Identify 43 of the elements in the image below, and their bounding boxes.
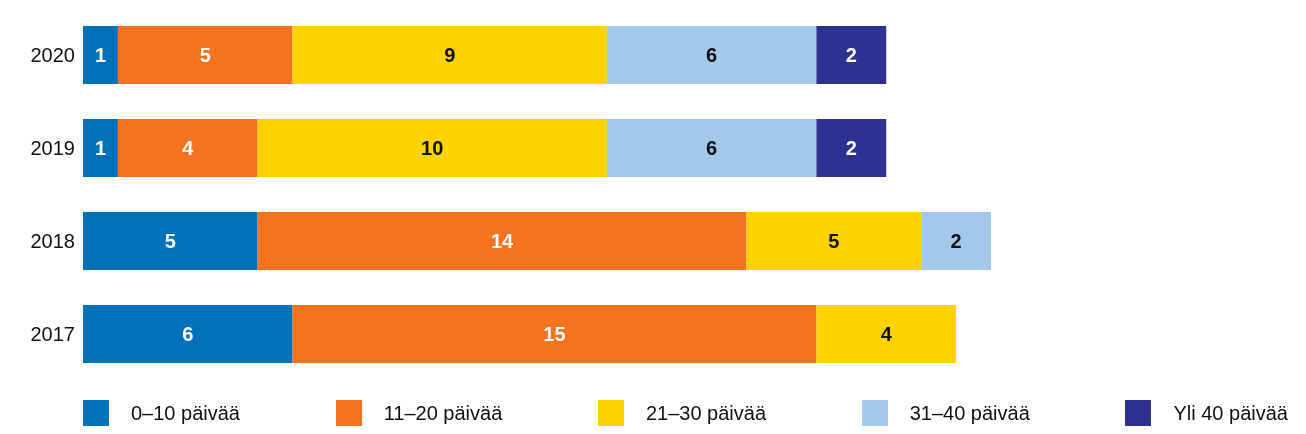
data-label: 6 xyxy=(706,44,718,66)
bar xyxy=(117,119,258,177)
bar xyxy=(257,119,607,177)
data-label: 2 xyxy=(950,230,962,252)
data-label: 10 xyxy=(421,137,444,159)
data-label: 5 xyxy=(164,230,176,252)
bar xyxy=(606,119,817,177)
y-tick-label: 2020 xyxy=(30,43,75,66)
legend-label: 11–20 päivää xyxy=(383,401,503,425)
y-tick-label: 2018 xyxy=(30,229,75,252)
bar xyxy=(83,212,258,270)
bar xyxy=(816,119,887,177)
bar xyxy=(746,212,922,270)
data-label: 4 xyxy=(182,137,195,159)
bar xyxy=(816,305,957,363)
data-label: 6 xyxy=(182,323,194,345)
bar xyxy=(292,26,607,84)
data-label: 5 xyxy=(199,44,211,66)
y-tick-label: 2019 xyxy=(30,136,75,159)
bar xyxy=(83,119,118,177)
data-label: 9 xyxy=(444,44,456,66)
legend-label: Yli 40 päivää xyxy=(1173,401,1288,425)
legend-label: 31–40 päivää xyxy=(909,401,1030,425)
legend-label: 0–10 päivää xyxy=(131,401,240,425)
data-label: 2 xyxy=(845,137,857,159)
data-label: 15 xyxy=(543,323,566,345)
data-label: 6 xyxy=(706,137,718,159)
data-label: 1 xyxy=(94,137,107,159)
y-tick-label: 2017 xyxy=(30,322,75,345)
bar xyxy=(117,26,293,84)
bar xyxy=(83,305,293,363)
bar xyxy=(257,212,747,270)
data-label: 14 xyxy=(490,230,515,252)
data-label: 4 xyxy=(880,323,893,345)
bar xyxy=(83,26,118,84)
bar xyxy=(816,26,887,84)
legend-label: 21–30 päivää xyxy=(645,401,767,425)
bar xyxy=(921,212,991,270)
data-label: 1 xyxy=(94,44,107,66)
data-label: 5 xyxy=(828,230,840,252)
bar xyxy=(292,305,817,363)
bar xyxy=(606,26,817,84)
data-label: 2 xyxy=(845,44,857,66)
